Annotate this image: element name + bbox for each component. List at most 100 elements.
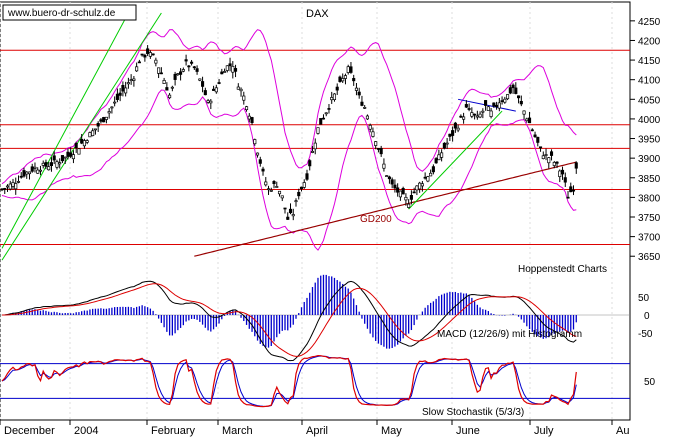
candle-body	[244, 106, 249, 111]
time-tick-label: June	[456, 425, 480, 437]
candle-body	[280, 195, 284, 199]
candle-body	[137, 61, 141, 64]
price-tick-label: 3850	[638, 174, 661, 185]
candle-body	[563, 177, 567, 183]
candle-body	[473, 113, 477, 116]
candle-body	[319, 118, 323, 125]
candle-body	[401, 187, 405, 195]
candle-body	[374, 141, 378, 146]
candle-body	[66, 151, 70, 157]
candle-body	[264, 181, 268, 186]
candle-body	[3, 188, 7, 190]
candle-body	[113, 101, 117, 104]
candle-body	[201, 81, 205, 87]
price-tick-label: 4000	[638, 115, 661, 126]
candle-body	[453, 122, 457, 129]
time-tick-label: 2004	[74, 425, 98, 437]
candle-body	[148, 52, 152, 57]
candle-body	[415, 185, 419, 191]
candle-body	[481, 110, 485, 113]
candle-body	[91, 130, 95, 137]
candle-body	[14, 183, 18, 190]
candle-body	[223, 71, 227, 73]
candle-body	[151, 53, 155, 56]
candle-body	[407, 203, 411, 208]
candle-body	[239, 88, 243, 92]
candle-body	[310, 150, 315, 153]
candle-body	[308, 160, 312, 167]
price-tick-label: 3950	[638, 135, 661, 146]
gd200-line	[194, 161, 577, 257]
candle-body	[530, 129, 534, 132]
candle-body	[102, 117, 106, 123]
candle-body	[346, 66, 350, 73]
candle-body	[69, 152, 73, 157]
candle-body	[253, 139, 257, 145]
candle-body	[486, 106, 490, 111]
candle-body	[228, 63, 232, 67]
candle-body	[332, 93, 337, 101]
time-tick-label: July	[534, 425, 554, 437]
candle-body	[497, 102, 501, 109]
candle-body	[390, 179, 394, 185]
candle-body	[324, 112, 328, 115]
candle-body	[104, 116, 108, 120]
candle-body	[129, 79, 133, 82]
candle-body	[528, 117, 532, 124]
candle-body	[195, 68, 199, 72]
price-tick-label: 3750	[638, 213, 661, 224]
candle-body	[368, 124, 372, 130]
candle-body	[206, 100, 210, 103]
candle-body	[470, 112, 474, 117]
macd-line	[1, 280, 577, 362]
green-trendline	[408, 110, 503, 210]
candle-body	[5, 185, 10, 188]
candle-body	[82, 140, 86, 147]
candle-body	[187, 65, 191, 68]
candle-body	[25, 171, 29, 175]
stochastic-label: Slow Stochastik (5/3/3)	[422, 407, 524, 418]
price-tick-label: 3800	[638, 193, 661, 204]
macd-signal-line	[2, 283, 577, 357]
candle-body	[412, 191, 416, 194]
price-tick-label: 4200	[638, 36, 661, 47]
bollinger-bands	[1, 29, 577, 257]
source-label: Hoppenstedt Charts	[518, 264, 607, 275]
candle-body	[275, 186, 279, 188]
candle-body	[506, 94, 510, 100]
candle-body	[38, 169, 43, 172]
candle-body	[555, 161, 559, 164]
candle-body	[429, 172, 433, 177]
candle-body	[514, 87, 518, 94]
candle-body	[146, 48, 150, 54]
candle-body	[80, 138, 84, 144]
candle-body	[363, 107, 367, 109]
candle-body	[277, 190, 282, 195]
candle-body	[52, 155, 56, 161]
candle-body	[77, 148, 81, 155]
candle-body	[525, 118, 529, 122]
candle-body	[574, 162, 578, 169]
candle-body	[511, 84, 515, 89]
candle-body	[365, 115, 369, 120]
candle-body	[231, 66, 235, 73]
candle-body	[371, 131, 375, 137]
time-tick-label: May	[381, 425, 402, 437]
candle-body	[492, 102, 496, 107]
candle-body	[338, 76, 342, 82]
bollinger-lower	[1, 89, 577, 251]
candle-body	[192, 66, 196, 69]
price-tick-label: 4100	[638, 76, 661, 87]
candle-body	[16, 181, 21, 183]
candle-body	[209, 100, 213, 104]
candle-body	[58, 162, 62, 165]
candle-body	[214, 87, 218, 93]
candle-body	[44, 162, 48, 167]
candle-body	[437, 154, 441, 161]
candle-body	[569, 186, 573, 193]
candle-body	[467, 108, 471, 110]
green-trendline	[1, 12, 129, 249]
watermark-box	[2, 4, 137, 21]
candle-body	[420, 183, 424, 187]
candle-body	[541, 155, 545, 160]
